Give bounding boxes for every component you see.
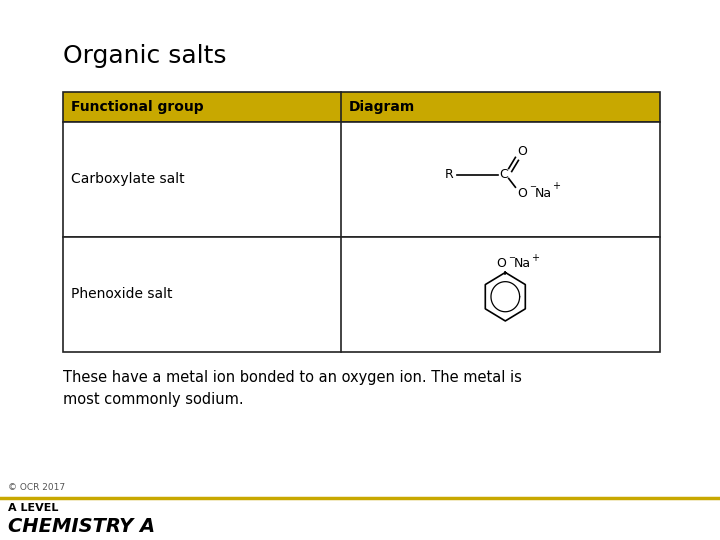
Text: C: C [500,168,508,181]
Text: Organic salts: Organic salts [63,44,227,68]
Bar [63,122,660,237]
Text: © OCR 2017: © OCR 2017 [8,483,65,492]
Text: R: R [444,168,453,181]
Text: A LEVEL: A LEVEL [8,503,58,513]
Text: O: O [496,257,506,270]
Text: Na: Na [513,257,531,270]
Text: O: O [518,145,527,158]
Text: Na: Na [534,187,552,200]
Bar [63,92,660,122]
Text: Carboxylate salt: Carboxylate salt [71,172,184,186]
Text: Phenoxide salt: Phenoxide salt [71,287,173,301]
Text: −: − [508,253,516,262]
Bar [63,237,660,352]
Text: Diagram: Diagram [348,100,415,114]
Text: These have a metal ion bonded to an oxygen ion. The metal is
most commonly sodiu: These have a metal ion bonded to an oxyg… [63,370,522,407]
Text: CHEMISTRY A: CHEMISTRY A [8,516,155,536]
Text: O: O [518,187,527,200]
Text: −: − [529,181,536,191]
Text: +: + [552,181,560,191]
Text: +: + [531,253,539,262]
Text: Functional group: Functional group [71,100,204,114]
